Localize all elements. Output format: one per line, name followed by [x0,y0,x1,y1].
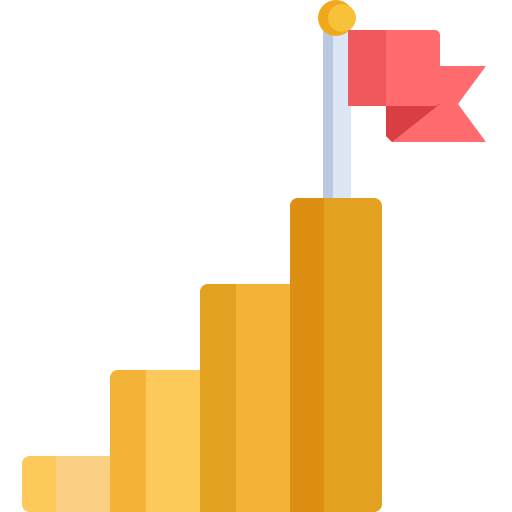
step-1 [22,456,120,512]
flag-fold [386,104,440,142]
flag-icon [348,30,486,142]
knob-highlight [328,4,356,32]
flag-pole [323,26,351,202]
flag-main-shade [348,30,386,106]
pole-shaft-shade [323,26,333,202]
step-3 [200,284,300,512]
pole-knob [318,0,356,36]
step-4 [290,198,382,512]
step-2 [110,370,210,512]
